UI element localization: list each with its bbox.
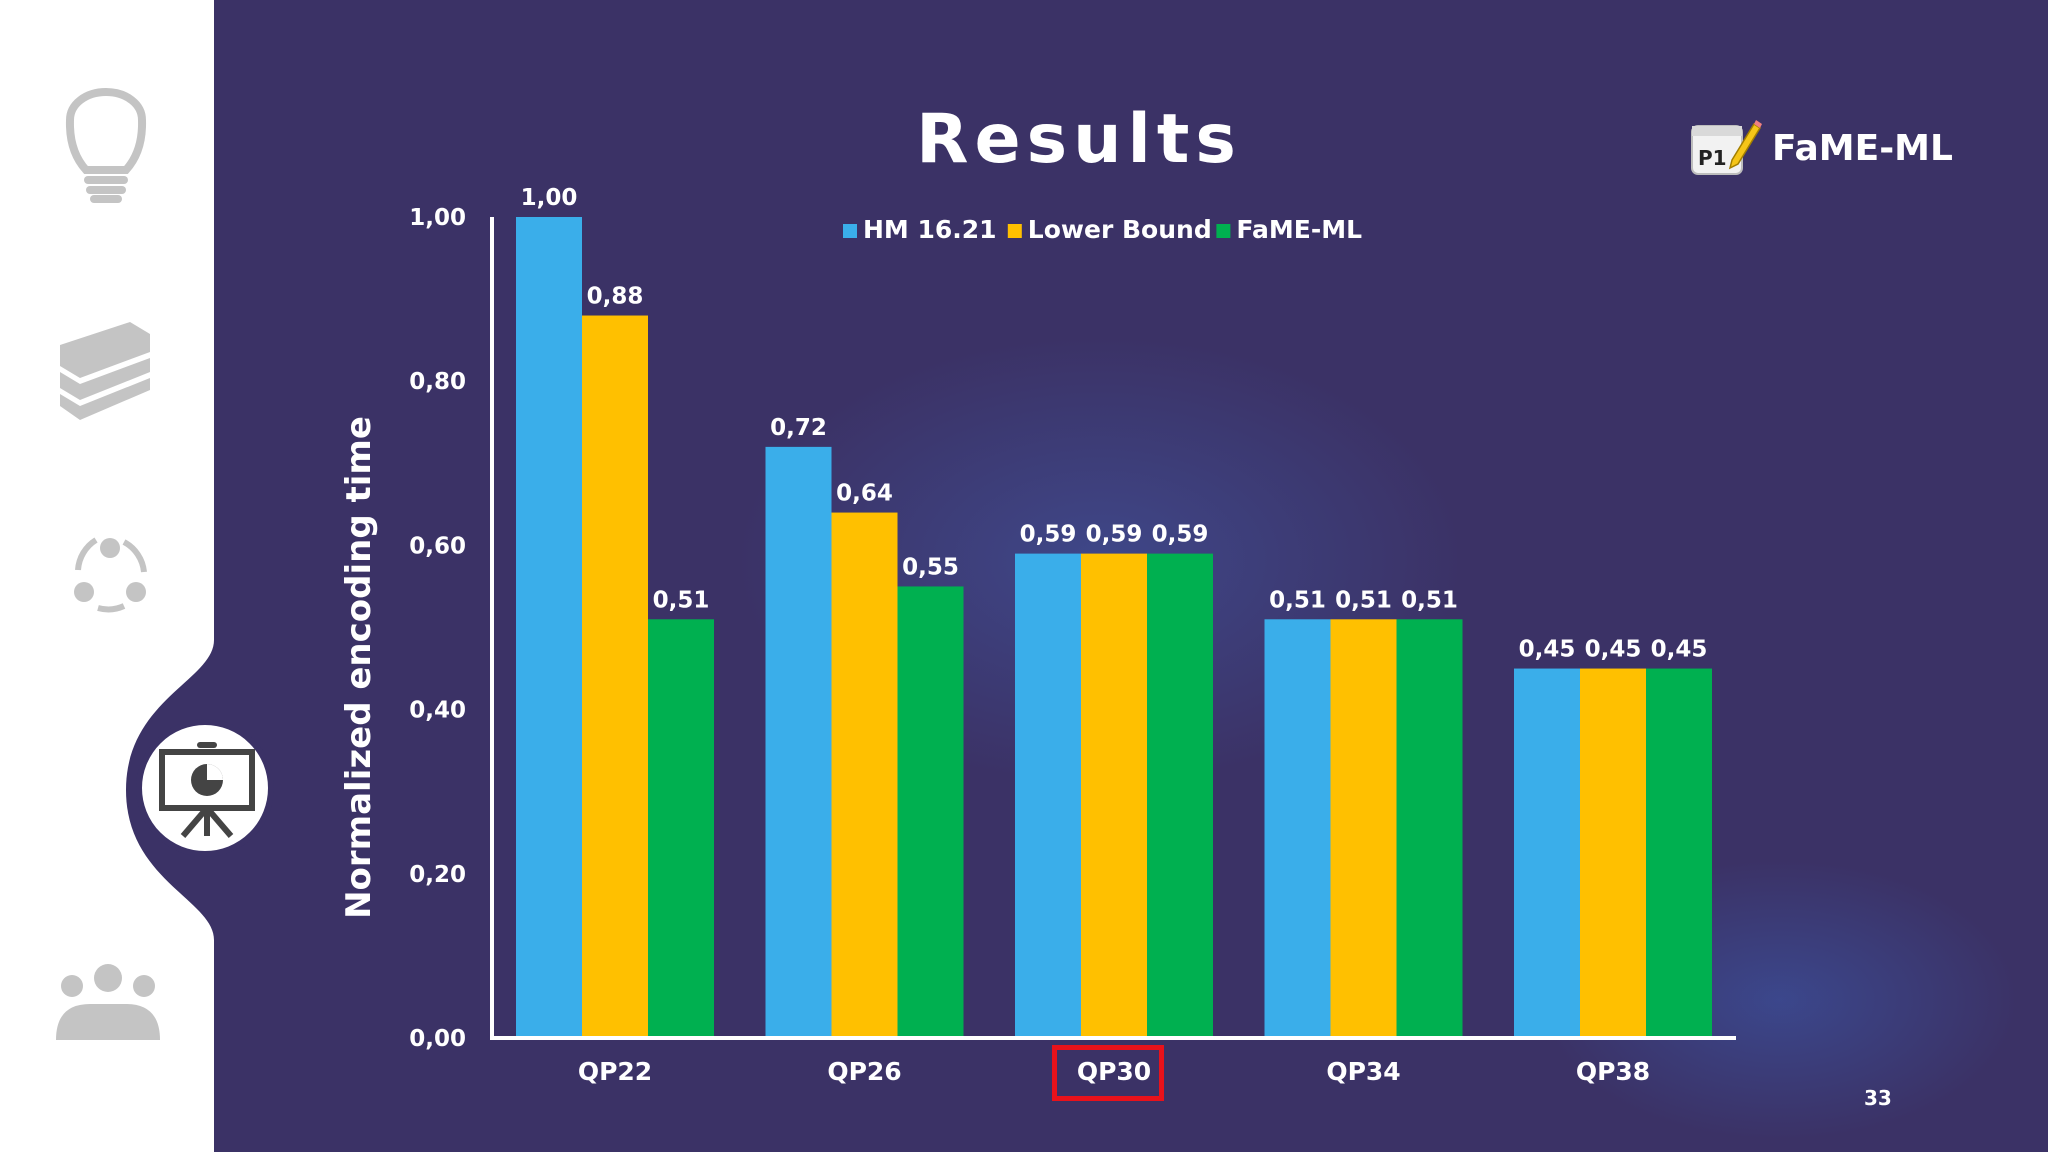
data-label: 0,72 xyxy=(770,415,827,441)
slide-title: Results xyxy=(916,100,1242,179)
legend-swatch-hm xyxy=(843,224,857,238)
bar-qp38-hm xyxy=(1514,668,1580,1038)
data-label: 0,45 xyxy=(1651,637,1708,663)
bar-qp38-fame_ml xyxy=(1646,668,1712,1038)
y-tick-label: 0,40 xyxy=(409,698,466,724)
bar-qp34-hm xyxy=(1264,619,1331,1038)
data-label: 0,59 xyxy=(1152,522,1209,548)
bar-qp34-fame_ml xyxy=(1396,619,1463,1038)
sidebar xyxy=(0,0,274,1152)
notepad-pencil-icon: P1 xyxy=(1691,120,1762,175)
data-label: 0,59 xyxy=(1086,522,1143,548)
qp30-highlight-box xyxy=(1052,1045,1164,1101)
data-label: 0,64 xyxy=(836,481,893,507)
legend-label: HM 16.21 xyxy=(863,215,997,244)
bar-qp26-fame_ml xyxy=(897,586,964,1038)
x-tick-label: QP26 xyxy=(827,1057,901,1086)
data-label: 0,51 xyxy=(1401,587,1458,613)
bar-qp22-lower_bound xyxy=(582,315,648,1038)
y-tick-label: 0,60 xyxy=(409,533,466,559)
y-axis-title: Normalized encoding time xyxy=(339,416,379,919)
legend-label: FaME-ML xyxy=(1236,215,1362,244)
brand-logo: P1 FaME-ML xyxy=(1688,118,1953,178)
brand-badge: P1 xyxy=(1698,146,1727,170)
data-label: 0,55 xyxy=(902,554,959,580)
data-label: 0,59 xyxy=(1020,522,1077,548)
data-label: 0,45 xyxy=(1585,637,1642,663)
legend-label: Lower Bound xyxy=(1028,215,1212,244)
page-number: 33 xyxy=(1864,1086,1892,1110)
data-label: 0,51 xyxy=(653,587,710,613)
bar-qp30-lower_bound xyxy=(1081,553,1147,1038)
cycle-icon[interactable] xyxy=(74,537,147,613)
legend-swatch-lower_bound xyxy=(1007,224,1022,238)
data-label: 1,00 xyxy=(521,185,578,211)
data-label: 0,88 xyxy=(587,284,644,310)
y-tick-label: 0,00 xyxy=(409,1026,466,1052)
lightbulb-icon[interactable] xyxy=(65,87,147,203)
sidebar-panel xyxy=(0,0,214,1152)
data-label: 0,51 xyxy=(1269,587,1326,613)
bar-qp30-hm xyxy=(1015,553,1081,1038)
data-label: 0,51 xyxy=(1335,587,1392,613)
x-tick-label: QP34 xyxy=(1326,1057,1400,1086)
x-tick-label: QP22 xyxy=(578,1057,652,1086)
bar-chart: Normalized encoding time 0,00 0,20 0,40 0,60… xyxy=(339,185,1736,1086)
y-tick-label: 1,00 xyxy=(409,205,466,231)
bar-qp26-hm xyxy=(765,446,832,1038)
brand-name: FaME-ML xyxy=(1772,127,1953,169)
bar-qp38-lower_bound xyxy=(1580,668,1646,1038)
x-tick-label: QP30 xyxy=(1077,1057,1151,1086)
y-tick-label: 0,80 xyxy=(409,369,466,395)
bar-qp34-lower_bound xyxy=(1330,619,1397,1038)
legend-swatch-fame_ml xyxy=(1216,224,1231,238)
books-icon[interactable] xyxy=(60,322,150,420)
bar-qp26-lower_bound xyxy=(831,512,898,1038)
y-tick-label: 0,20 xyxy=(409,862,466,888)
audience-icon[interactable] xyxy=(56,964,160,1040)
x-tick-label: QP38 xyxy=(1576,1057,1650,1086)
bar-qp22-hm xyxy=(516,217,582,1038)
bar-qp22-fame_ml xyxy=(648,619,714,1038)
data-label: 0,45 xyxy=(1519,637,1576,663)
bar-qp30-fame_ml xyxy=(1147,553,1213,1038)
presentation-chart-icon[interactable] xyxy=(159,742,255,838)
